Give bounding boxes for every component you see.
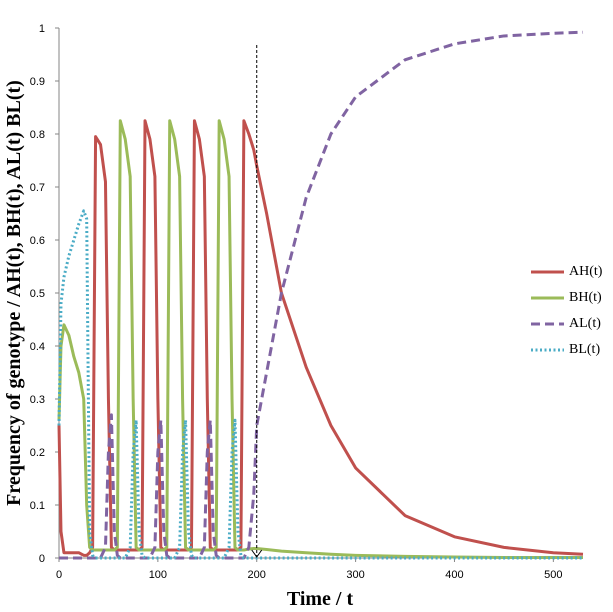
legend-label: AH(t) — [569, 264, 603, 279]
legend-label: BL(t) — [569, 342, 600, 357]
y-tick-label: 0.7 — [30, 182, 45, 194]
legend-label: BH(t) — [569, 290, 602, 305]
y-tick-label: 0.9 — [30, 76, 45, 88]
series-line — [57, 119, 583, 559]
y-tick-label: 0.1 — [30, 500, 45, 512]
x-tick-label: 300 — [346, 569, 364, 581]
y-tick-label: 0.2 — [30, 447, 45, 459]
y-tick-label: 0 — [39, 553, 45, 565]
x-tick-label: 400 — [445, 569, 463, 581]
series-line — [57, 209, 583, 560]
legend-label: AL(t) — [569, 316, 601, 331]
y-axis-title: Frequency of genotype / AH(t), BH(t), AL… — [3, 80, 25, 506]
y-tick-label: 0.3 — [30, 394, 45, 406]
y-tick-label: 0.8 — [30, 129, 45, 141]
y-tick-label: 0.6 — [30, 235, 45, 247]
x-tick-label: 500 — [544, 569, 562, 581]
series-line — [59, 30, 584, 560]
marker-arrow — [251, 549, 263, 558]
x-tick-label: 200 — [248, 569, 266, 581]
x-axis-title: Time / t — [287, 588, 354, 610]
x-tick-label: 0 — [56, 569, 62, 581]
y-tick-label: 0.4 — [30, 341, 45, 353]
series-line — [57, 119, 584, 557]
y-tick-label: 0.5 — [30, 288, 45, 300]
x-tick-label: 100 — [149, 569, 167, 581]
y-tick-label: 1 — [39, 23, 45, 35]
